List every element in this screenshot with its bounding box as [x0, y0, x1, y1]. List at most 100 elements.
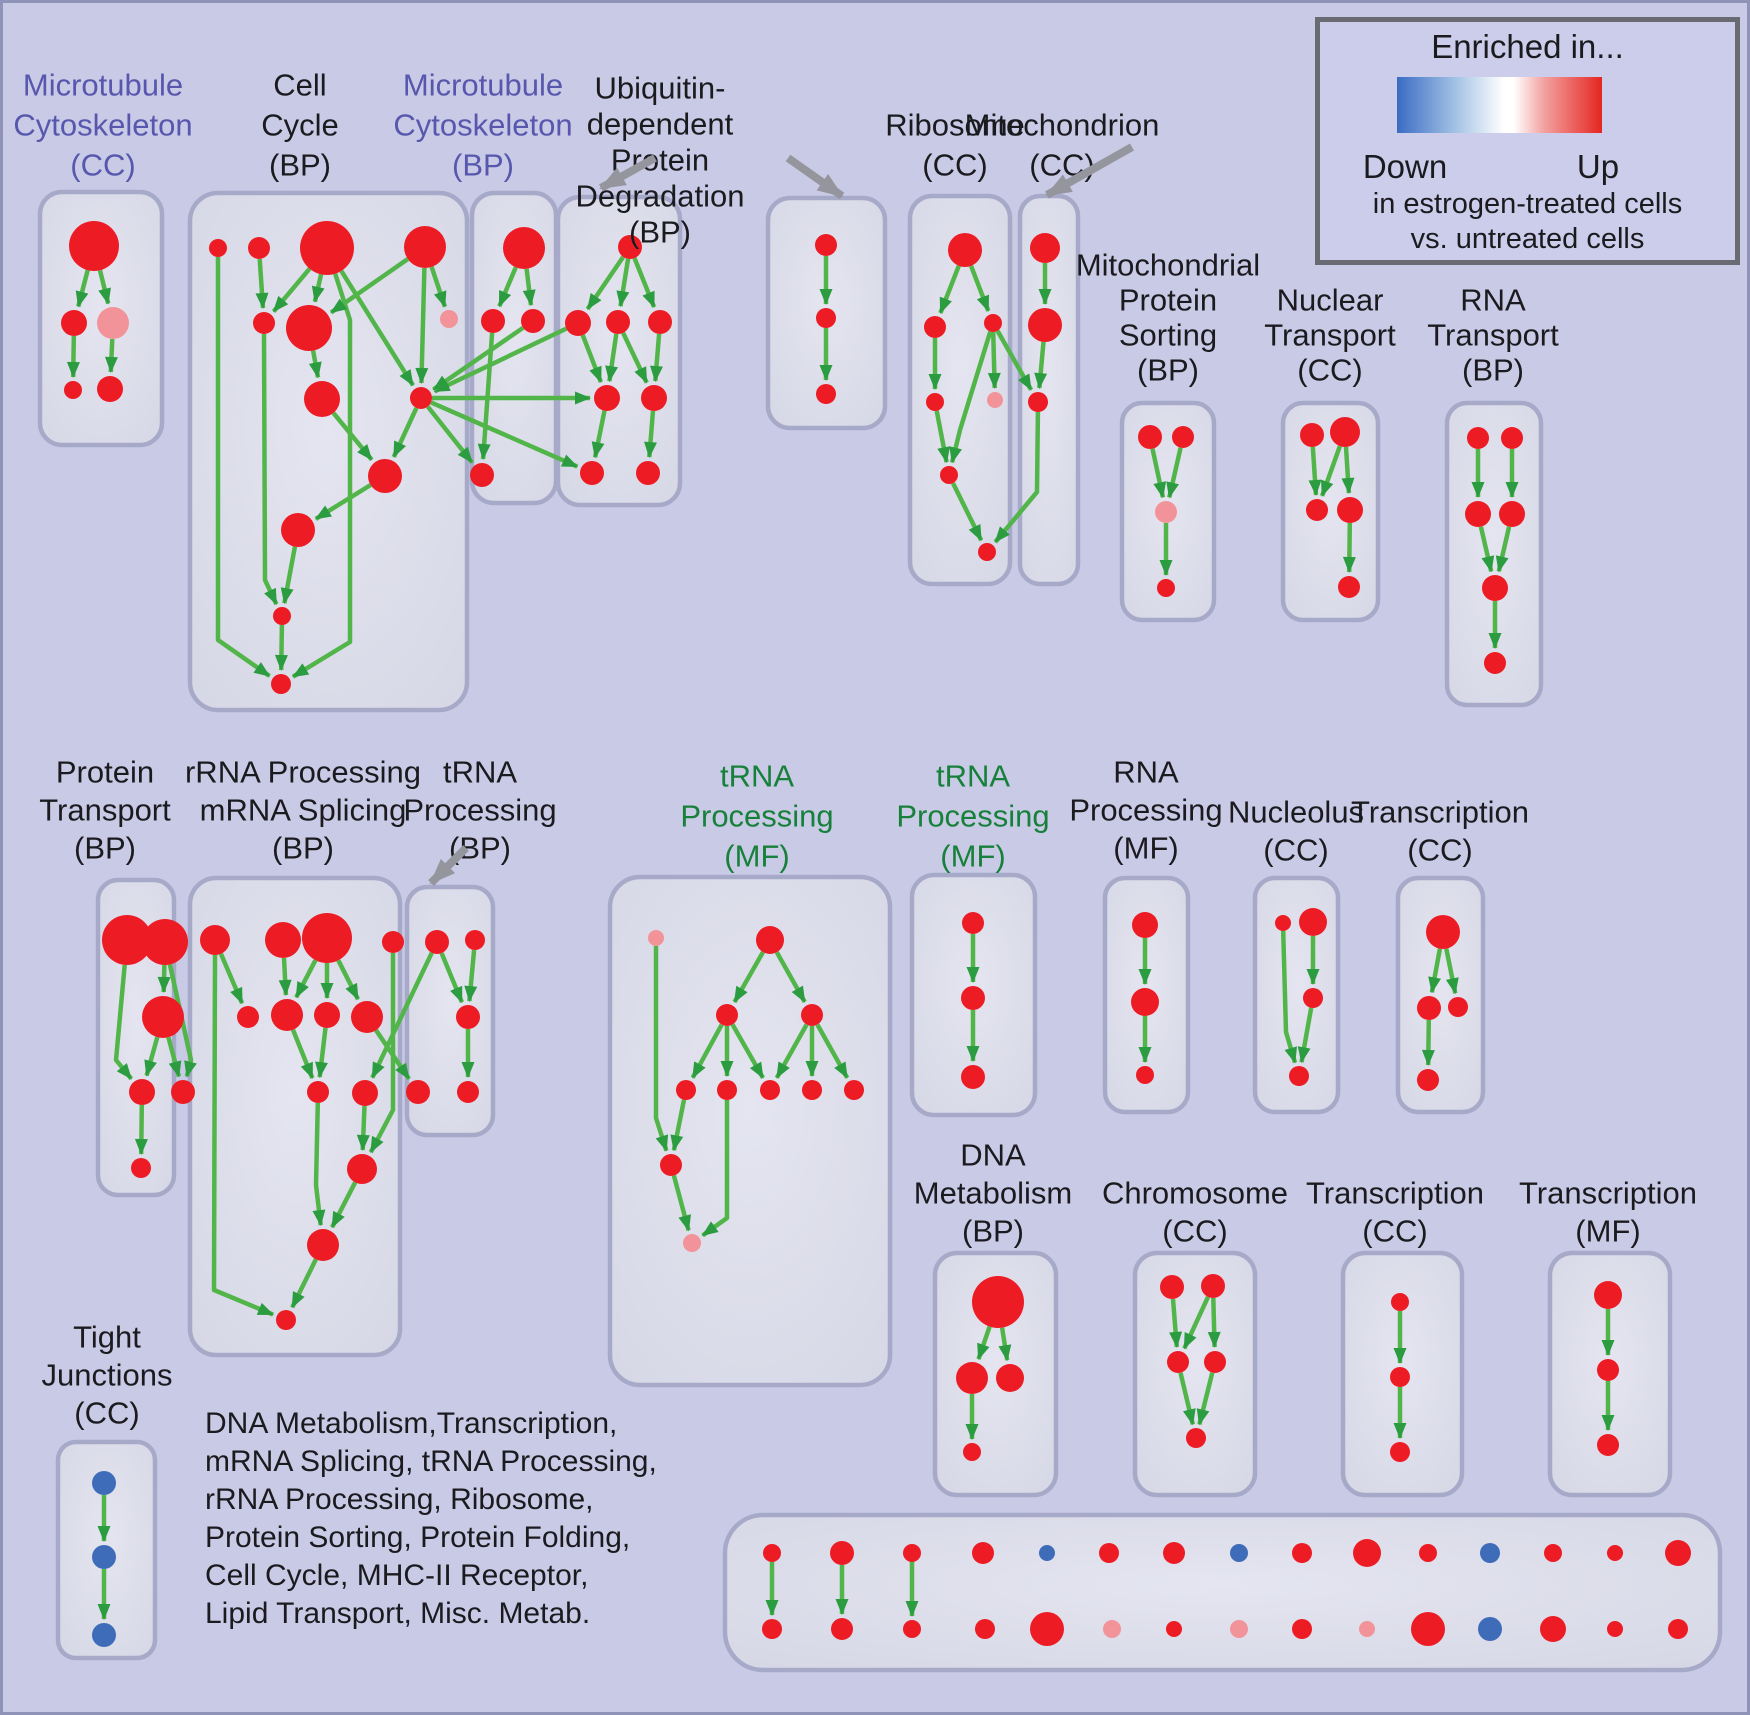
edge-p4-p6 — [134, 1104, 148, 1155]
gene-set-node-n3 — [1390, 1442, 1410, 1462]
gene-set-node-r1 — [948, 233, 982, 267]
misc-text-line-5: Cell Cycle, MHC-II Receptor, — [205, 1559, 589, 1592]
gene-set-node-a3 — [97, 307, 129, 339]
gene-set-node-t9 — [844, 1080, 864, 1100]
edge-ch3-ch5 — [1178, 1372, 1196, 1426]
group-label-microtubule-cytoskeleton-cc-line3: (CC) — [70, 148, 135, 183]
gene-set-node-f3 — [314, 1002, 340, 1028]
gene-set-node-m3 — [521, 309, 545, 333]
edge-t6-t11 — [701, 1100, 730, 1238]
gene-set-node-c9 — [410, 387, 432, 409]
edge-p1-p4 — [113, 964, 134, 1081]
gene-set-node-p5 — [171, 1080, 195, 1104]
gene-set-node-j3 — [92, 1623, 116, 1647]
gene-set-node-c1 — [209, 239, 227, 257]
misc-text-line-4: Protein Sorting, Protein Folding, — [205, 1521, 631, 1554]
edge-g3-r7 — [993, 411, 1041, 544]
gene-set-node-r2 — [924, 316, 946, 338]
edge-r1-r2 — [938, 264, 961, 314]
gene-set-node-w2 — [1501, 427, 1523, 449]
edge-t5-t10 — [670, 1099, 687, 1152]
edge-c9-b7 — [430, 400, 579, 469]
edge-t1-t10 — [653, 946, 669, 1152]
edge-r3-r6 — [949, 330, 993, 464]
gene-set-node-k1 — [425, 930, 449, 954]
group-label-cell-cycle-bp-line1: Cell — [273, 68, 326, 103]
legend-gradient-bar — [1397, 77, 1602, 133]
gene-set-node-j2 — [92, 1545, 116, 1569]
gene-set-node-m2r — [307, 1229, 339, 1261]
edge-v1-v3 — [1308, 446, 1322, 496]
gene-set-node-v1 — [1300, 423, 1324, 447]
edge-r3-g3 — [995, 329, 1034, 391]
group-label-trna-processing-mf-small-line2: Processing — [896, 799, 1049, 834]
group-label-rna-processing-mf-line1: RNA — [1113, 755, 1179, 790]
gene-set-node-w5 — [1482, 575, 1508, 601]
gene-set-node-sb8 — [1230, 1620, 1248, 1638]
gene-set-node-u6 — [961, 1065, 985, 1089]
gene-set-node-t7 — [760, 1080, 780, 1100]
edge-t10-t11 — [671, 1175, 691, 1232]
edge-ch2-ch3 — [1182, 1295, 1211, 1350]
gene-set-node-x3 — [1136, 1066, 1154, 1084]
gene-set-node-st9 — [1292, 1543, 1312, 1563]
group-label-rrna-processing-mrna-splicing-bp-line1: rRNA Processing — [185, 755, 421, 790]
group-label-dna-metabolism-bp-line2: Metabolism — [914, 1176, 1073, 1211]
edge-b1-b3 — [616, 258, 631, 308]
gene-set-node-g3 — [1028, 392, 1048, 412]
edge-y3-y4 — [1297, 1007, 1314, 1064]
gene-set-node-p1 — [102, 915, 152, 965]
edge-v2-v3 — [1319, 445, 1343, 497]
gene-set-node-t2 — [756, 926, 784, 954]
group-label-dna-metabolism-bp-line1: DNA — [960, 1138, 1026, 1173]
edge-c3-c13 — [291, 273, 353, 679]
gene-set-node-st1 — [763, 1544, 781, 1562]
edge-c11-c12 — [280, 546, 298, 605]
group-label-transcription-cc-bottom-line2: (CC) — [1362, 1214, 1427, 1249]
gene-set-node-st6 — [1099, 1543, 1119, 1563]
group-label-microtubule-cytoskeleton-bp-line3: (BP) — [452, 148, 514, 183]
group-label-chromosome-cc-line2: (CC) — [1162, 1214, 1227, 1249]
misc-text-line-1: DNA Metabolism,Transcription, — [205, 1407, 618, 1440]
gene-set-node-sb12 — [1478, 1617, 1502, 1641]
edge-f2-q1r — [290, 1028, 315, 1080]
edge-e1-b1r — [211, 954, 275, 1317]
gene-set-node-u1 — [815, 234, 837, 256]
group-label-microtubule-cytoskeleton-bp-line1: Microtubule — [403, 68, 563, 103]
edge-e1-f1 — [218, 952, 245, 1005]
gene-set-node-v3 — [1306, 499, 1328, 521]
gene-set-node-r3 — [984, 314, 1002, 332]
gene-set-node-a4 — [64, 381, 82, 399]
edge-g2-g3 — [1034, 341, 1048, 390]
edge-k1-q2r — [370, 951, 434, 1079]
edge-p3-p5 — [166, 1036, 182, 1078]
edge-t3-t7 — [730, 1023, 765, 1080]
gene-set-node-t10 — [660, 1154, 682, 1176]
gene-set-node-d2 — [956, 1362, 988, 1394]
gene-set-node-c2 — [248, 237, 270, 259]
gene-set-node-b1r — [276, 1310, 296, 1330]
gene-set-node-p2 — [142, 919, 188, 965]
gene-set-node-e2 — [265, 922, 301, 958]
edge-a3-a5 — [104, 338, 118, 373]
gene-set-node-st3 — [903, 1544, 921, 1562]
edge-b4-b6 — [650, 333, 663, 383]
edge-ch1-ch3 — [1169, 1298, 1183, 1348]
gene-set-node-o2 — [1597, 1359, 1619, 1381]
gene-set-node-u3 — [816, 384, 836, 404]
group-label-mitochondrial-protein-sorting-bp-line3: Sorting — [1119, 318, 1217, 353]
group-label-trna-processing-bp-line1: tRNA — [443, 755, 517, 790]
gene-set-node-s3 — [1155, 501, 1177, 523]
group-label-transcription-cc-mid-line2: (CC) — [1407, 833, 1472, 868]
group-label-mitochondrial-protein-sorting-bp-line2: Protein — [1119, 283, 1217, 318]
edge-v4-v5 — [1342, 522, 1356, 573]
group-label-rrna-processing-mrna-splicing-bp-line2: mRNA Splicing — [200, 793, 407, 828]
gene-set-node-d3 — [996, 1364, 1024, 1392]
misc-text-line-6: Lipid Transport, Misc. Metab. — [205, 1597, 591, 1630]
edge-b6-b8 — [644, 410, 657, 459]
edge-e2-f2 — [278, 957, 292, 996]
annotation-arrow-trna-processing — [428, 845, 469, 886]
group-label-ribosome-cc-line1: Ribosome — [885, 108, 1025, 143]
gene-set-node-sb4 — [975, 1619, 995, 1639]
edge-y1-y4 — [1280, 930, 1298, 1064]
